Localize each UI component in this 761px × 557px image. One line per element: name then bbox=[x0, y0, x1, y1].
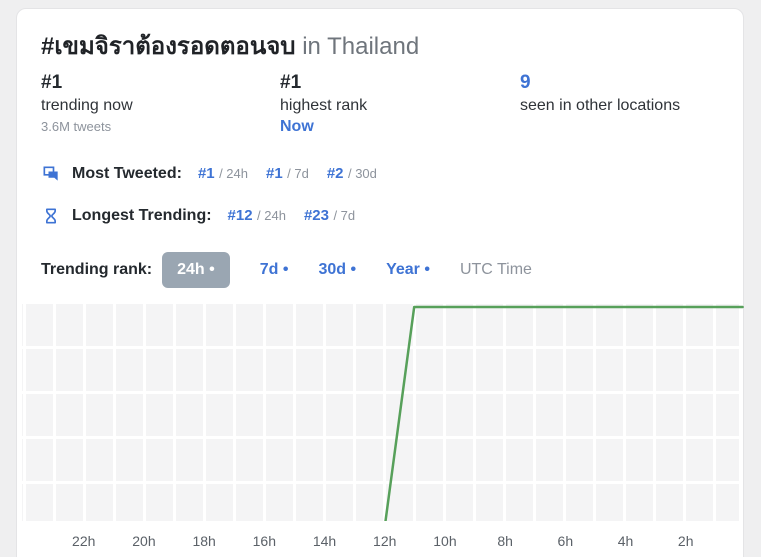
other-locations-count[interactable]: 9 bbox=[520, 72, 531, 93]
hashtag-title: #เขมจิราต้องรอดตอนจบ bbox=[41, 33, 296, 60]
longest-trending-row: Longest Trending: #12 / 24h #23 / 7d bbox=[41, 205, 719, 227]
x-tick-label: 14h bbox=[312, 533, 337, 549]
stat-trending-now: #1 trending now 3.6M tweets bbox=[41, 71, 280, 137]
trending-now-label: trending now bbox=[41, 97, 133, 114]
comments-icon bbox=[41, 164, 61, 184]
timezone-toggle[interactable]: UTC Time bbox=[459, 261, 532, 278]
longest-trending-24h-link[interactable]: #12 / 24h bbox=[227, 207, 286, 224]
x-tick-label: 20h bbox=[132, 533, 156, 549]
other-locations-label: seen in other locations bbox=[520, 97, 681, 114]
trending-rank-chart: 22h 20h 18h 16h 14h 12h 10h 8h 6h 4h 2h bbox=[22, 301, 739, 557]
x-tick-label: 22h bbox=[72, 533, 96, 549]
trending-now-rank: #1 bbox=[41, 72, 63, 93]
stat-other-locations: 9 seen in other locations bbox=[520, 71, 719, 137]
stats-row: #1 trending now 3.6M tweets #1 highest r… bbox=[41, 71, 719, 137]
range-button-7d[interactable]: 7d • bbox=[259, 261, 289, 278]
highest-rank-value: #1 bbox=[280, 72, 302, 93]
x-tick-label: 16h bbox=[252, 533, 277, 549]
most-tweeted-label: Most Tweeted: bbox=[72, 165, 182, 182]
range-button-year[interactable]: Year • bbox=[386, 261, 430, 278]
trending-rank-controls: Trending rank: 24h • 7d • 30d • Year • U… bbox=[41, 252, 719, 288]
x-tick-label: 6h bbox=[557, 533, 574, 549]
chart-x-axis: 22h 20h 18h 16h 14h 12h 10h 8h 6h 4h 2h bbox=[22, 521, 739, 557]
most-tweeted-7d-link[interactable]: #1 / 7d bbox=[266, 165, 309, 182]
trending-rank-label: Trending rank: bbox=[41, 261, 153, 278]
rank-line-svg bbox=[22, 301, 739, 521]
location-label: in Thailand bbox=[302, 33, 420, 60]
x-tick-label: 18h bbox=[192, 533, 216, 549]
rank-line bbox=[386, 307, 743, 521]
x-tick-label: 12h bbox=[373, 533, 397, 549]
range-button-24h-selected[interactable]: 24h • bbox=[162, 252, 230, 288]
most-tweeted-row: Most Tweeted: #1 / 24h #1 / 7d #2 / 30d bbox=[41, 163, 719, 185]
most-tweeted-24h-link[interactable]: #1 / 24h bbox=[197, 165, 248, 182]
x-tick-label: 10h bbox=[433, 533, 457, 549]
x-tick-label: 4h bbox=[617, 533, 634, 549]
highest-rank-when-link[interactable]: Now bbox=[280, 118, 314, 135]
x-tick-label: 8h bbox=[497, 533, 513, 549]
most-tweeted-30d-link[interactable]: #2 / 30d bbox=[326, 165, 377, 182]
x-tick-label: 2h bbox=[677, 533, 694, 549]
trend-card: #เขมจิราต้องรอดตอนจบ in Thailand #1 tren… bbox=[16, 8, 744, 557]
longest-trending-7d-link[interactable]: #23 / 7d bbox=[303, 207, 356, 224]
stat-highest-rank: #1 highest rank Now bbox=[280, 71, 520, 137]
highest-rank-label: highest rank bbox=[280, 97, 368, 114]
range-button-30d[interactable]: 30d • bbox=[318, 261, 357, 278]
page-title: #เขมจิราต้องรอดตอนจบ in Thailand bbox=[41, 31, 719, 63]
chart-plot-area bbox=[22, 301, 739, 521]
hourglass-icon bbox=[41, 206, 61, 226]
longest-trending-label: Longest Trending: bbox=[72, 207, 212, 224]
tweet-count: 3.6M tweets bbox=[41, 119, 112, 134]
